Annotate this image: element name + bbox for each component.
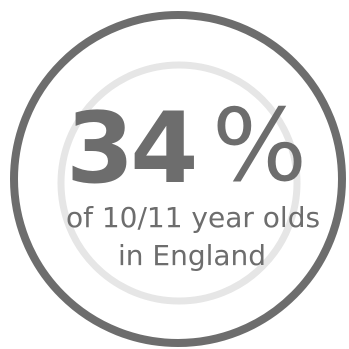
inner-ring	[57, 61, 301, 305]
stat-percent-sign: %	[212, 87, 307, 204]
stat-caption-line-1: of 10/11 year olds	[66, 201, 320, 234]
stat-caption-line-2: in England	[118, 239, 266, 272]
outer-ring	[10, 11, 346, 347]
stat-number: 34	[66, 92, 194, 206]
